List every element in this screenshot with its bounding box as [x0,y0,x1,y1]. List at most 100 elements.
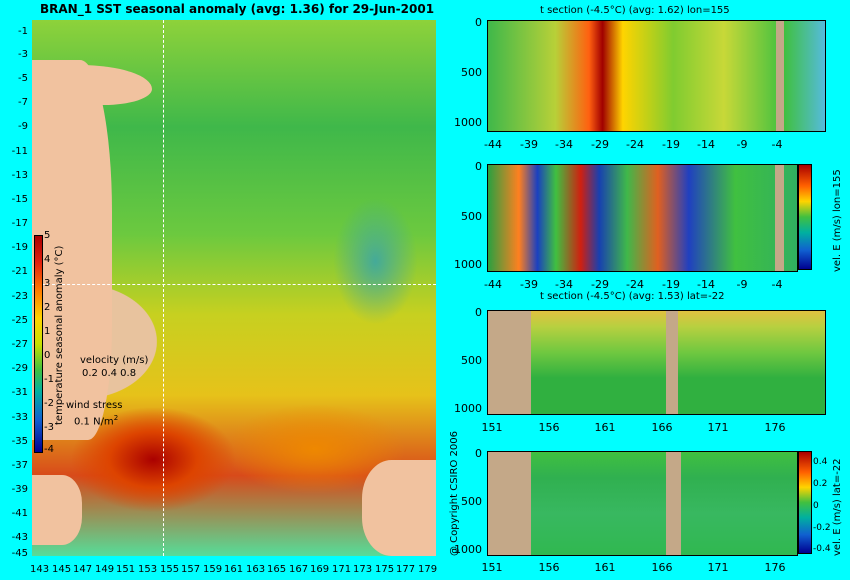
y-tick: -15 [11,194,28,205]
y-tick: -19 [11,242,28,253]
colorbar-tick: -2 [44,398,54,409]
lon-tick: 171 [707,421,729,434]
lon-tick: 176 [764,561,786,574]
wind-legend-scale: 0.1 N/m2 [74,414,118,427]
depth-tick: 1000 [454,543,482,556]
y-tick: -21 [11,266,28,277]
depth-tick: 1000 [454,116,482,129]
lon-tick: 151 [481,421,503,434]
lat-tick: -4 [771,138,783,151]
depth-tick: 0 [475,447,482,460]
lat-tick: -24 [626,138,644,151]
lat-tick: -44 [484,138,502,151]
depth-tick: 1000 [454,258,482,271]
colorbar-tick: 0 [813,501,819,511]
x-tick: 165 [267,564,287,575]
lat-tick: -29 [591,278,609,291]
lon-tick: 151 [481,561,503,574]
colorbar-tick: 0.2 [813,479,828,489]
y-tick: -33 [11,412,28,423]
x-tick: 169 [310,564,330,575]
velocity-legend-scale: 0.2 0.4 0.8 [82,368,137,379]
y-tick: -17 [11,218,28,229]
sst-anomaly-map[interactable] [32,20,436,556]
wind-legend-label: wind stress [66,400,123,411]
wind-scale-value: 0.1 N/m [74,416,114,428]
lon-tick: 171 [707,561,729,574]
x-tick: 161 [224,564,244,575]
lat-tick: -29 [591,138,609,151]
temperature-section-lat-22[interactable] [487,310,826,415]
velocity-colorbar-lon155 [798,164,812,270]
y-tick: -45 [11,548,28,559]
x-tick: 163 [246,564,266,575]
lon-tick: 156 [538,561,560,574]
land-mask [776,21,784,131]
lat-tick: -24 [626,278,644,291]
y-tick: -41 [11,508,28,519]
lat-tick: -34 [555,278,573,291]
velocity-colorbar-label: vel. E (m/s) lon=155 [832,169,843,272]
colorbar-tick: 1 [44,326,51,337]
latitude-crosshair [32,284,436,285]
colorbar-tick: 0.4 [813,457,828,467]
colorbar-tick: -0.2 [813,523,831,533]
y-tick: -37 [11,460,28,471]
x-tick: 153 [138,564,158,575]
depth-tick: 1000 [454,402,482,415]
y-tick: -39 [11,484,28,495]
y-tick: -13 [11,170,28,181]
x-tick: 157 [181,564,201,575]
land-mask [666,311,678,414]
velocity-section-lat-22[interactable] [487,451,798,556]
colorbar-tick: -1 [44,374,54,385]
colorbar-tick: 5 [44,230,51,241]
y-tick: -9 [18,121,28,132]
land-mask [488,311,531,414]
land-mask [488,452,531,555]
lon-tick: 161 [594,421,616,434]
new-zealand-landmass [362,460,436,556]
map-title: BRAN_1 SST seasonal anomaly (avg: 1.36) … [40,2,435,16]
x-tick: 173 [353,564,373,575]
lon-tick: 176 [764,421,786,434]
colorbar-tick: 4 [44,254,51,265]
colorbar-label: temperature seasonal anomaly (°C) [54,245,65,425]
x-tick: 171 [332,564,352,575]
lat-tick: -9 [736,138,748,151]
y-tick: -25 [11,315,28,326]
depth-tick: 0 [475,16,482,29]
y-tick: -11 [11,146,28,157]
y-tick: -27 [11,339,28,350]
lat-tick: -39 [520,138,538,151]
lon-tick: 166 [651,421,673,434]
lon-tick: 166 [651,561,673,574]
y-tick: -29 [11,363,28,374]
lat-tick: -4 [771,278,783,291]
velocity-colorbar-lat-22 [798,451,812,554]
lon-tick: 156 [538,421,560,434]
colorbar-tick: 3 [44,278,51,289]
wind-scale-exponent: 2 [113,414,119,422]
x-tick: 145 [52,564,72,575]
longitude-crosshair [163,20,164,556]
x-tick: 159 [203,564,223,575]
temperature-colorbar [34,235,43,453]
temperature-section-lon155[interactable] [487,20,826,132]
velocity-section-lon155[interactable] [487,164,798,272]
depth-tick: 500 [461,210,482,223]
x-tick: 155 [160,564,180,575]
y-tick: -43 [11,532,28,543]
colorbar-tick: 0 [44,350,51,361]
depth-tick: 500 [461,495,482,508]
lat-tick: -44 [484,278,502,291]
velocity-legend-label: velocity (m/s) [80,355,149,366]
x-tick: 177 [396,564,416,575]
colorbar-tick: 2 [44,302,51,313]
lat-tick: -14 [697,278,715,291]
lat-tick: -19 [662,138,680,151]
depth-tick: 0 [475,160,482,173]
x-tick: 143 [30,564,50,575]
lat-tick: -39 [520,278,538,291]
depth-tick: 500 [461,66,482,79]
